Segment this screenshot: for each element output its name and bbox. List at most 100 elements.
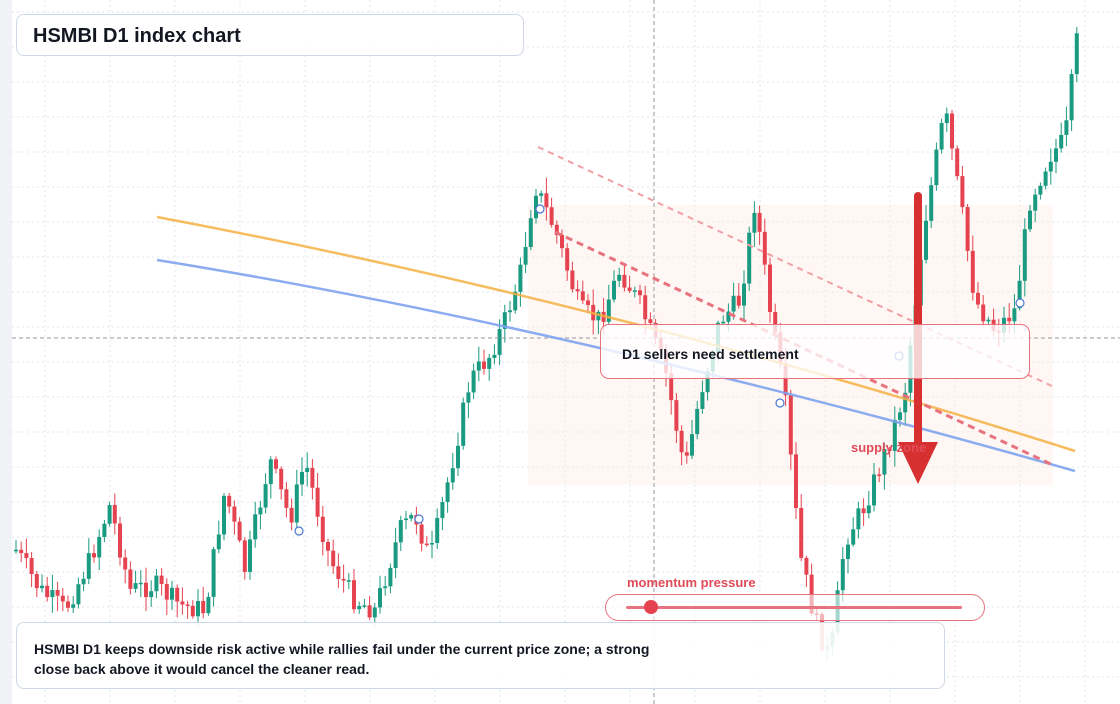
candle-body [596, 311, 601, 321]
momentum-label: momentum pressure [627, 575, 756, 590]
candle-body [721, 321, 726, 324]
candle-body [471, 370, 476, 393]
candle-body [378, 588, 382, 608]
candle-body [1043, 171, 1048, 186]
candle-body [289, 507, 294, 523]
candle-body [565, 248, 570, 271]
candle-body [783, 363, 788, 396]
candle-body [310, 467, 315, 488]
candle-body [456, 445, 460, 469]
candle-body [632, 290, 637, 292]
candle-body [40, 585, 44, 589]
candle-body [331, 550, 336, 567]
candle-body [440, 502, 445, 518]
candle-body [617, 274, 622, 281]
candle-body [669, 373, 674, 401]
candle-body [804, 557, 809, 575]
candle-body [736, 295, 741, 306]
candle-body [934, 149, 939, 186]
title-box: HSMBI D1 index chart [16, 14, 524, 56]
momentum-knob[interactable] [643, 600, 658, 614]
momentum-slider[interactable] [605, 594, 985, 621]
candle-body [237, 521, 242, 541]
sellers-callout: D1 sellers need settlement [600, 324, 1030, 379]
candle-body [138, 582, 143, 585]
candle-body [284, 489, 289, 508]
candle-body [1033, 194, 1038, 211]
candle-body [476, 361, 481, 371]
candle-body [643, 295, 648, 320]
candle-body [196, 600, 200, 617]
candle-body [846, 544, 850, 560]
candle-body [404, 518, 408, 521]
candle-body [419, 524, 424, 544]
candle-body [1048, 161, 1053, 172]
candle-body [679, 430, 684, 453]
candle-body [352, 580, 356, 610]
candle-body [690, 434, 694, 456]
summary-text: HSMBI D1 keeps downside risk active whil… [34, 641, 650, 677]
candle-body [1017, 280, 1022, 309]
candle-body [388, 567, 393, 587]
candle-body [700, 392, 705, 409]
candle-body [950, 113, 954, 149]
left-rail [0, 0, 12, 704]
swing-marker [775, 398, 785, 408]
candle-body [955, 148, 960, 177]
candle-body [445, 482, 450, 503]
candle-body [726, 311, 731, 322]
candle-body [201, 600, 206, 614]
candle-body [154, 575, 159, 592]
candle-body [768, 264, 772, 312]
arrow-head [898, 442, 938, 484]
candle-body [986, 319, 991, 322]
momentum-track [626, 606, 962, 609]
swing-marker [414, 514, 424, 524]
candle-body [840, 559, 845, 591]
candle-body [253, 514, 258, 540]
candle-body [799, 507, 804, 558]
candle-body [788, 395, 793, 455]
candle-body [518, 264, 523, 292]
candle-body [336, 566, 341, 579]
candle-body [118, 523, 122, 558]
candle-body [508, 310, 512, 313]
candle-body [112, 505, 117, 524]
candle-body [1054, 148, 1058, 162]
candle-body [856, 508, 861, 530]
candle-body [944, 113, 949, 124]
candle-body [742, 283, 746, 306]
candle-body [60, 595, 65, 602]
candle-body [1012, 308, 1017, 322]
candle-body [695, 408, 700, 435]
candle-body [903, 392, 908, 413]
candle-body [170, 587, 174, 600]
candle-body [86, 553, 91, 579]
candle-body [539, 193, 544, 196]
candle-body [222, 495, 226, 535]
swing-marker [1015, 298, 1025, 308]
ma-fast-line [156, 215, 1076, 453]
candle-body [190, 605, 195, 617]
candle-body [773, 311, 778, 333]
candle-body [1069, 74, 1074, 121]
candle-body [960, 176, 965, 208]
candle-body [424, 543, 429, 546]
candle-body [898, 412, 902, 420]
candle-body [794, 454, 798, 508]
candle-body [144, 582, 148, 598]
candle-body [81, 578, 86, 585]
candle-body [492, 354, 497, 358]
candle-body [123, 557, 128, 570]
candle-body [757, 212, 762, 232]
candle-body [1059, 134, 1064, 149]
candle-body [586, 300, 590, 305]
candle-body [320, 516, 325, 542]
candle-body [549, 207, 554, 225]
candle-body [1022, 229, 1027, 281]
candle-body [232, 506, 237, 522]
candle-body [268, 459, 273, 485]
candle-body [92, 553, 96, 558]
candle-body [861, 508, 866, 514]
